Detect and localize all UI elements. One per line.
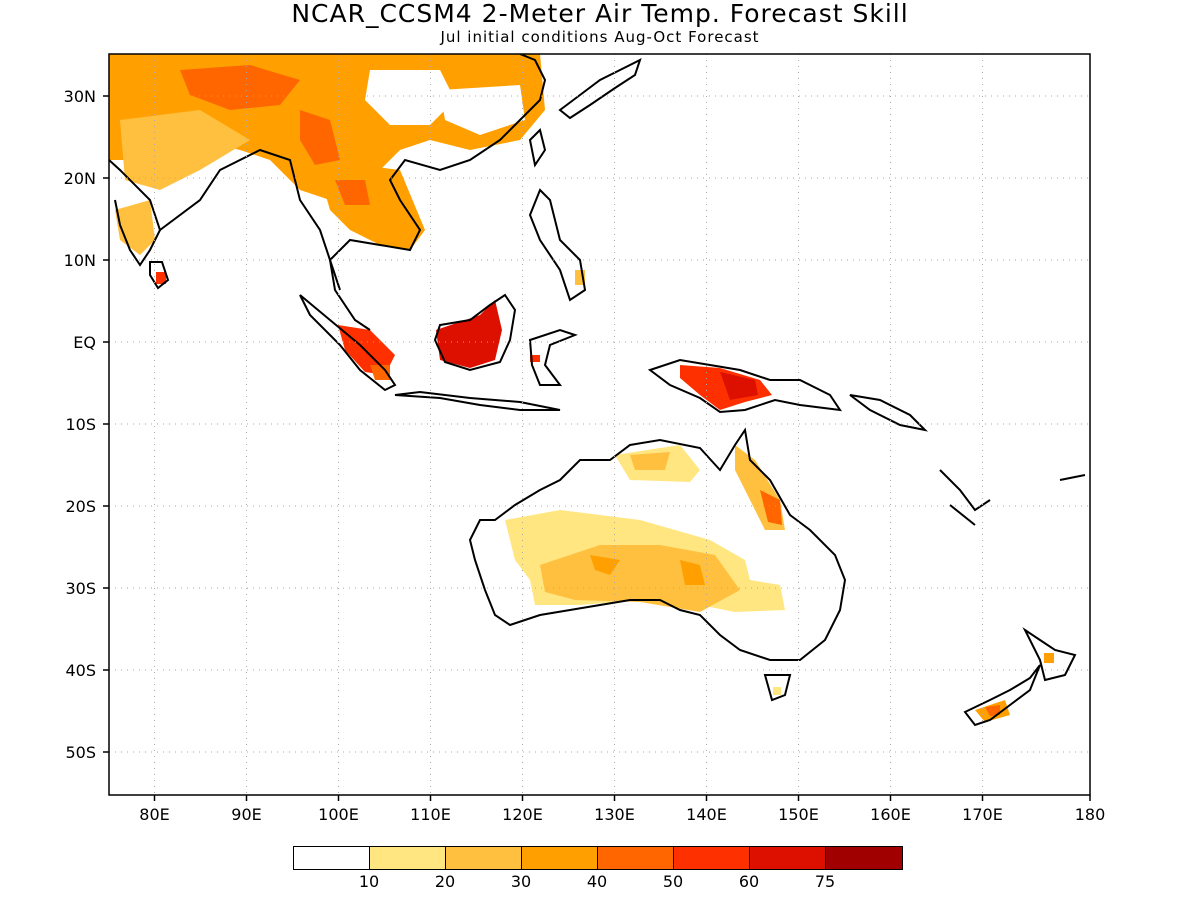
coast-sulawesi <box>528 328 578 386</box>
coast-borneo <box>433 293 517 372</box>
coast-india <box>109 159 162 267</box>
colorbar-swatch <box>826 847 902 869</box>
lat-tick-label: 30S <box>65 579 96 598</box>
coast-pacific-islands <box>939 469 1086 526</box>
lat-tick-label: 40S <box>65 661 96 680</box>
colorbar-swatch <box>750 847 826 869</box>
axis-ticks: 80E 90E 100E 110E 120E 130E 140E 150E 160E 170E 18… <box>64 87 1106 824</box>
coast-australia <box>468 427 847 661</box>
skill-shading <box>109 54 1054 722</box>
map-title: NCAR_CCSM4 2-Meter Air Temp. Forecast Sk… <box>291 0 909 28</box>
coast-bay-bengal <box>159 148 341 291</box>
coast-sumatra <box>299 294 397 392</box>
shade-asia-dark1 <box>180 65 300 110</box>
lat-tick-label: EQ <box>73 333 96 352</box>
colorbar-swatch <box>522 847 598 869</box>
colorbar-swatch <box>294 847 370 869</box>
colorbar-label: 20 <box>434 872 456 891</box>
coast-japan <box>558 58 642 120</box>
colorbar-label: 30 <box>510 872 532 891</box>
colorbar-label: 60 <box>738 872 760 891</box>
colorbar-swatch <box>598 847 674 869</box>
colorbar-label: 50 <box>662 872 684 891</box>
lon-tick-label: 80E <box>139 805 169 824</box>
colorbar-label: 75 <box>814 872 836 891</box>
lat-tick-label: 30N <box>64 87 96 106</box>
map-subtitle: Jul initial conditions Aug-Oct Forecast <box>440 28 760 46</box>
shade-aus-east-dark <box>760 490 782 525</box>
lat-tick-label: 20S <box>65 497 96 516</box>
lon-tick-label: 140E <box>686 805 727 824</box>
shade-newguinea-dark <box>720 372 758 400</box>
colorbar-label: 10 <box>358 872 380 891</box>
shade-tas <box>773 687 781 695</box>
colorbar-swatch <box>370 847 446 869</box>
coast-taiwan <box>528 128 547 168</box>
lon-tick-label: 130E <box>594 805 635 824</box>
coast-philippines <box>528 188 587 302</box>
shade-srilanka <box>156 272 166 284</box>
lon-tick-label: 160E <box>870 805 911 824</box>
coast-china <box>329 54 547 261</box>
lon-tick-label: 170E <box>962 805 1003 824</box>
lon-tick-label: 120E <box>502 805 543 824</box>
colorbar-swatch <box>446 847 522 869</box>
shade-india-west <box>115 200 155 255</box>
shade-asia-dark2 <box>300 110 340 165</box>
shade-indochina-dark <box>335 180 370 205</box>
shade-nz-south-dark <box>985 705 1000 716</box>
shade-aus-central3 <box>590 555 620 575</box>
lon-tick-label: 150E <box>778 805 819 824</box>
coast-tasmania <box>763 674 792 702</box>
shade-aus-north2 <box>630 452 670 470</box>
shade-asia-white2 <box>440 85 525 135</box>
coast-srilanka <box>149 261 170 290</box>
coast-java <box>394 390 561 411</box>
gridlines <box>109 54 1090 795</box>
coast-nz-north <box>1022 627 1077 682</box>
shade-asia-light <box>120 110 250 190</box>
colorbar <box>293 846 903 870</box>
shade-aus-central2 <box>540 545 740 612</box>
coast-solomon <box>849 394 929 432</box>
coast-nz-south <box>963 664 1041 727</box>
shade-nz-north <box>1044 653 1054 663</box>
lat-tick-label: 10S <box>65 415 96 434</box>
coast-malay <box>329 259 371 331</box>
shade-borneo <box>436 300 502 368</box>
shade-asia-white1 <box>365 70 455 125</box>
colorbar-label: 40 <box>586 872 608 891</box>
map-frame <box>108 53 1091 796</box>
lat-tick-label: 20N <box>64 169 96 188</box>
colorbar-swatch <box>674 847 750 869</box>
lon-tick-label: 100E <box>318 805 359 824</box>
shade-aus-central4 <box>680 560 705 585</box>
lat-tick-label: 10N <box>64 251 96 270</box>
lon-tick-label: 110E <box>410 805 451 824</box>
lon-tick-label: 180 <box>1075 805 1106 824</box>
lon-tick-label: 90E <box>231 805 261 824</box>
lat-tick-label: 50S <box>65 743 96 762</box>
